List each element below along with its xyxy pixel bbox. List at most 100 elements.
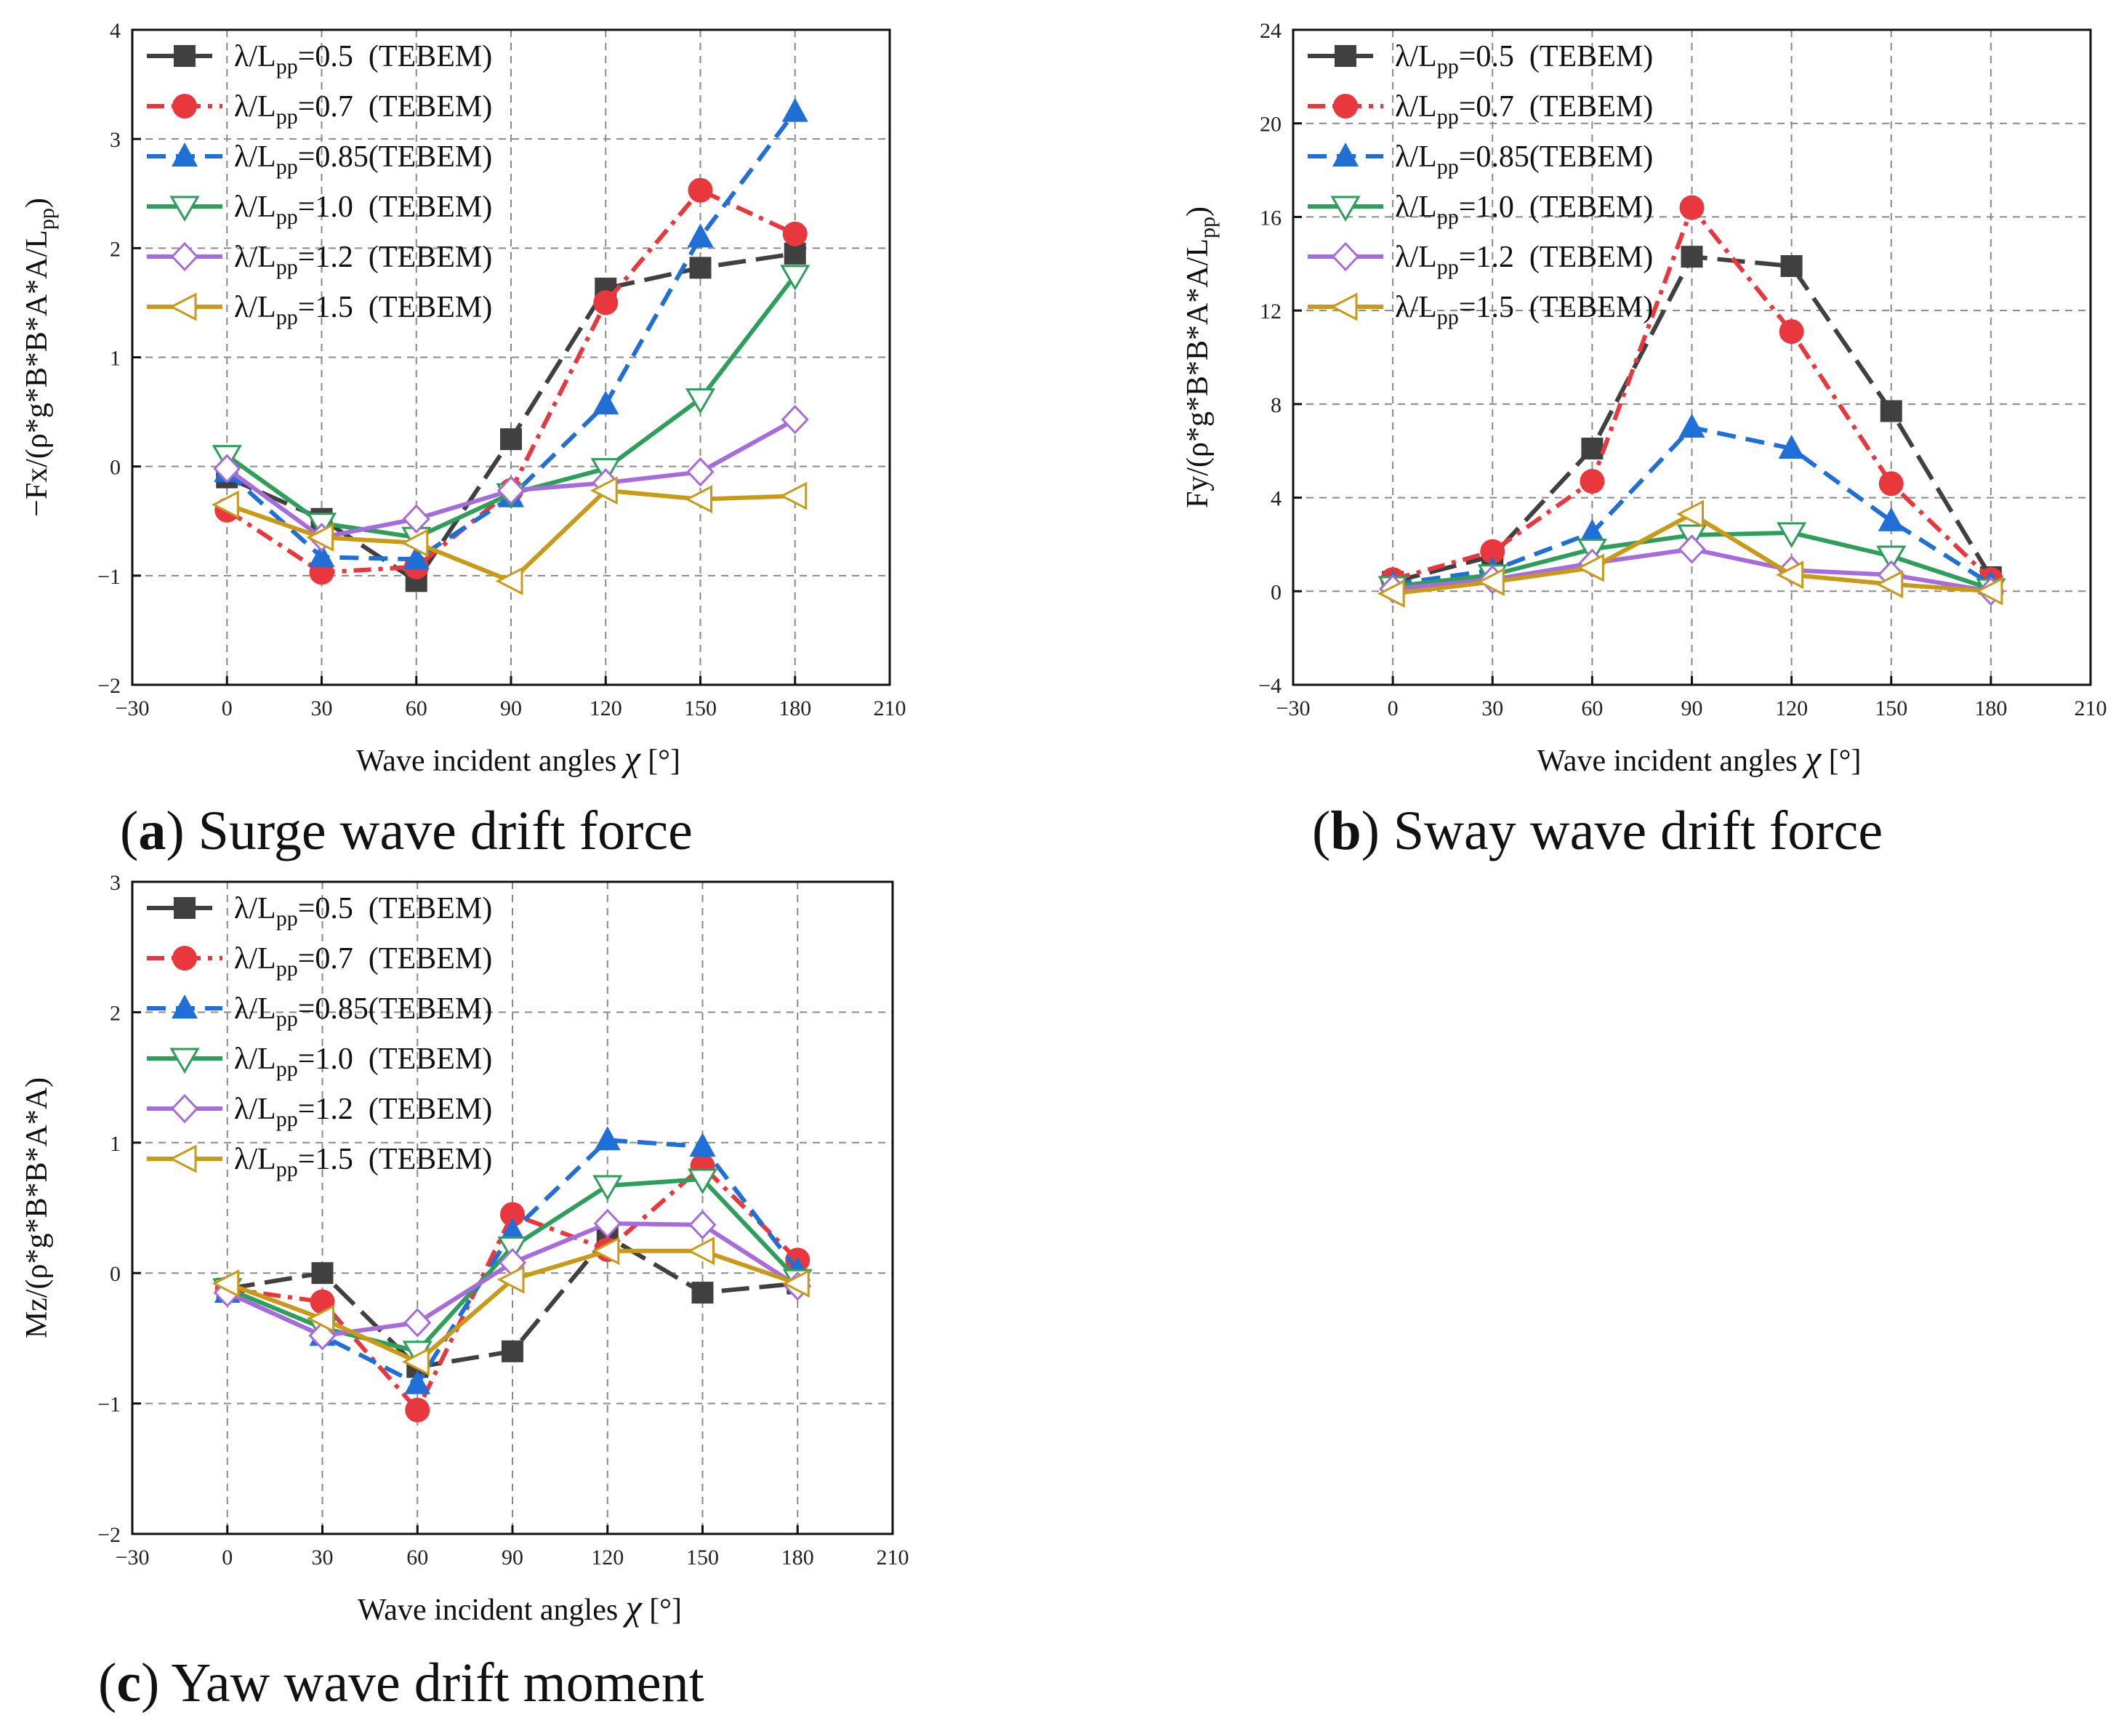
- data-point: [1876, 545, 1907, 572]
- y-tick-label: 0: [110, 456, 121, 480]
- data-point: [311, 1262, 334, 1285]
- legend-label: λ/Lpp=0.7 (TEBEM): [1395, 90, 1653, 129]
- legend: λ/Lpp=0.5 (TEBEM) λ/Lpp=0.7 (TEBEM) λ/Lpp=…: [147, 40, 492, 329]
- legend-marker: [169, 1048, 200, 1074]
- data-point: [689, 257, 712, 279]
- legend-label: λ/Lpp=1.5 (TEBEM): [1395, 291, 1653, 329]
- y-tick-label: 2: [110, 237, 121, 261]
- x-tick-label: 0: [222, 1546, 233, 1570]
- data-point: [404, 1370, 431, 1394]
- data-point: [687, 1168, 718, 1195]
- data-point: [403, 545, 430, 570]
- data-point: [1779, 319, 1804, 345]
- y-tick-label: 16: [1260, 206, 1282, 230]
- x-tick-label: −30: [116, 696, 150, 720]
- y-tick-label: 4: [1271, 487, 1282, 511]
- legend-label: λ/Lpp=1.5 (TEBEM): [234, 1143, 492, 1181]
- data-point: [689, 1133, 716, 1157]
- data-point: [781, 1269, 810, 1298]
- legend-label: λ/Lpp=1.0 (TEBEM): [1395, 190, 1653, 229]
- y-axis-label: Fy/(ρ*g*B*B*A*A/Lpp): [1181, 206, 1220, 508]
- panel-caption: (a) Surge wave drift force: [120, 800, 693, 861]
- x-axis-label: Wave incident angles χ [°]: [356, 738, 680, 779]
- series-6: [212, 1237, 810, 1376]
- legend-marker: [169, 292, 197, 321]
- data-point: [781, 97, 808, 122]
- data-point: [687, 223, 714, 248]
- x-tick-label: 120: [590, 696, 622, 720]
- y-tick-label: 20: [1260, 113, 1282, 137]
- x-tick-label: 30: [312, 1546, 334, 1570]
- data-point: [1878, 507, 1904, 531]
- y-tick-label: 0: [1271, 580, 1282, 604]
- data-point: [592, 1175, 623, 1201]
- y-tick-label: 2: [110, 1001, 121, 1025]
- data-point: [1476, 567, 1505, 596]
- data-point: [401, 1347, 430, 1376]
- legend-label: λ/Lpp=1.2 (TEBEM): [234, 1093, 492, 1131]
- data-point: [402, 504, 430, 534]
- data-point: [401, 529, 429, 558]
- data-point: [1681, 246, 1703, 268]
- legend-label: λ/Lpp=1.0 (TEBEM): [234, 190, 492, 229]
- x-tick-label: 0: [1388, 696, 1399, 720]
- data-point: [1580, 469, 1605, 494]
- data-point: [306, 523, 334, 552]
- x-tick-label: 60: [1581, 696, 1603, 720]
- data-point: [502, 1340, 523, 1362]
- legend-marker: [172, 142, 198, 166]
- data-point: [1577, 553, 1604, 582]
- x-tick-label: 180: [781, 1546, 814, 1570]
- legend-marker: [169, 196, 200, 222]
- x-tick-label: −30: [116, 1546, 150, 1570]
- legend-marker: [172, 946, 197, 971]
- legend-marker: [170, 1093, 199, 1124]
- data-point: [213, 454, 241, 483]
- data-point: [1678, 534, 1706, 564]
- legend-label: λ/Lpp=1.0 (TEBEM): [234, 1042, 492, 1081]
- x-tick-label: 210: [2075, 696, 2107, 720]
- x-tick-label: 120: [591, 1546, 624, 1570]
- panel-caption: (c) Yaw wave drift moment: [98, 1652, 704, 1713]
- data-point: [403, 1308, 432, 1338]
- y-tick-label: −2: [97, 674, 121, 698]
- y-tick-label: −1: [97, 1393, 121, 1417]
- legend-label: λ/Lpp=0.5 (TEBEM): [1395, 40, 1653, 79]
- legend-marker: [169, 1144, 197, 1173]
- data-point: [593, 1208, 621, 1239]
- data-point: [685, 485, 712, 514]
- data-point: [1875, 570, 1904, 599]
- data-point: [500, 428, 522, 451]
- y-tick-label: 1: [110, 1132, 121, 1156]
- chart-sway-drift-force: −30 0 30 60 90 120 150 180 210 −4 0 4 8 12 16 20 24 Wave …: [1181, 19, 2107, 861]
- legend-marker: [174, 45, 196, 67]
- legend-label: λ/Lpp=1.2 (TEBEM): [234, 241, 492, 279]
- data-point: [1776, 560, 1804, 590]
- legend-label: λ/Lpp=0.85(TEBEM): [234, 140, 492, 179]
- legend-label: λ/Lpp=0.85(TEBEM): [1395, 140, 1653, 179]
- x-tick-label: 150: [1875, 696, 1907, 720]
- data-point: [592, 390, 619, 415]
- data-point: [1678, 414, 1705, 438]
- x-axis-label: Wave incident angles χ [°]: [358, 1587, 682, 1628]
- x-tick-label: 210: [877, 1546, 909, 1570]
- legend-label: λ/Lpp=0.7 (TEBEM): [234, 90, 492, 129]
- series-6: [211, 476, 808, 595]
- chart-surge-drift-force: −30 0 30 60 90 120 150 180 210 −2 −1 0 1 2 3 4 Wave inci…: [20, 19, 906, 861]
- chart-yaw-drift-moment: −30 0 30 60 90 120 150 180 210 −2 −1 0 1 2 3 Wave incid…: [20, 871, 909, 1713]
- x-tick-label: 60: [406, 1546, 428, 1570]
- data-point: [685, 388, 716, 414]
- legend-marker: [172, 994, 198, 1018]
- data-point: [1778, 434, 1805, 459]
- data-point: [1880, 400, 1902, 422]
- data-point: [1777, 522, 1807, 548]
- y-tick-label: −1: [97, 565, 121, 589]
- y-tick-label: 12: [1260, 300, 1282, 324]
- x-tick-label: 150: [686, 1546, 719, 1570]
- data-point: [687, 1237, 715, 1266]
- y-tick-label: 3: [110, 871, 121, 895]
- data-point: [590, 476, 618, 505]
- x-tick-label: 90: [500, 696, 522, 720]
- y-tick-label: 4: [110, 19, 121, 43]
